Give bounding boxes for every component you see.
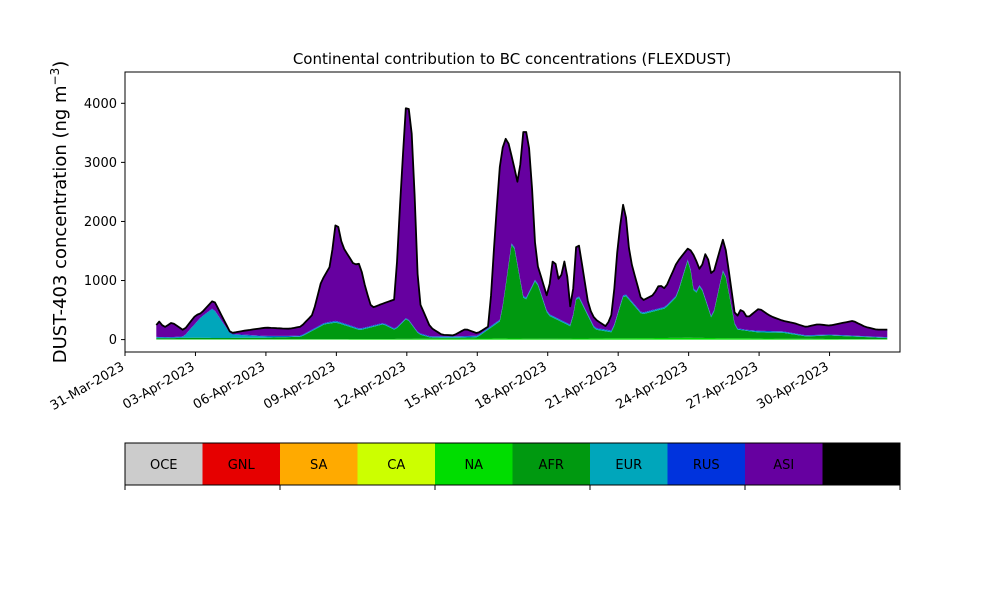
legend-label-asi: ASI [773,458,794,473]
legend-label-rus: RUS [693,458,720,473]
y-axis-label: DUST-403 concentration (ng m−3) [48,61,71,364]
legend-label-eur: EUR [615,458,642,473]
legend-swatch-asi [745,443,823,485]
legend-frame [124,442,901,486]
y-axis: 0 1000 2000 3000 4000 [84,97,125,348]
chart-title: Continental contribution to BC concentra… [293,50,731,68]
legend-swatch-aus [822,443,901,485]
legend-swatch-rus [667,443,746,485]
x-tick-label: 12-Apr-2023 [332,359,409,412]
total-outline [155,107,888,337]
legend-label-ca: CA [387,458,405,473]
x-tick-label: 27-Apr-2023 [684,359,761,412]
legend-swatch-na [435,443,513,485]
series-layer [156,108,888,340]
legend-swatch-ca [357,443,436,485]
legend-swatch-oce [125,443,203,485]
legend-label-afr: AFR [539,458,564,473]
x-tick-label: 18-Apr-2023 [473,359,550,412]
y-axis-label-close: ) [50,61,71,68]
y-tick-label: 1000 [84,274,117,289]
y-tick-label: 4000 [84,97,117,112]
legend-label-aus: AUS [848,458,875,473]
legend-label-gnl: GNL [228,458,256,473]
legend-swatch-gnl [202,443,281,485]
area-series-asi [156,108,888,338]
area-series-na [156,337,888,340]
x-tick-label: 03-Apr-2023 [120,359,197,412]
x-axis: 31-Mar-202303-Apr-202306-Apr-202309-Apr-… [48,352,832,414]
plot-area [124,71,901,353]
y-tick-label: 0 [109,333,117,348]
legend-swatch-eur [590,443,668,485]
region-colorbar-legend: OCE GNL SA CA NA AFR EUR RUS ASI AUS [124,442,901,490]
area-series-afr [156,245,888,340]
x-tick-label: 21-Apr-2023 [543,359,620,412]
x-tick-label: 06-Apr-2023 [191,359,268,412]
plot-frame [124,71,901,353]
legend-label-sa: SA [310,458,327,473]
y-axis-label-main: DUST-403 concentration (ng m [50,85,71,363]
x-tick-label: 24-Apr-2023 [614,359,691,412]
x-tick-label: 09-Apr-2023 [261,359,338,412]
legend-swatch-sa [280,443,358,485]
legend-swatch-afr [512,443,591,485]
y-axis-label-superscript: −3 [48,68,62,86]
y-tick-label: 3000 [84,156,117,171]
x-tick-label: 31-Mar-2023 [48,359,127,413]
y-tick-label: 2000 [84,215,117,230]
legend-label-na: NA [464,458,483,473]
legend-label-oce: OCE [150,458,178,473]
x-tick-label: 30-Apr-2023 [754,359,831,412]
x-tick-label: 15-Apr-2023 [402,359,479,412]
